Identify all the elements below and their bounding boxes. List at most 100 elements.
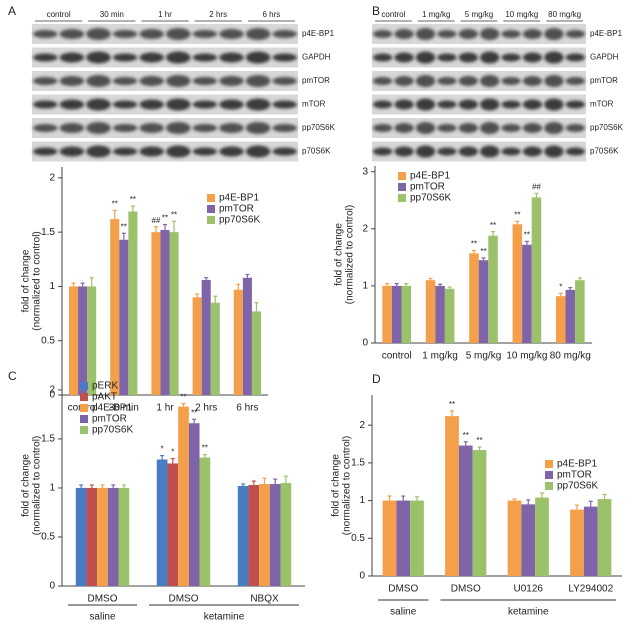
x-tick-label: DMSO (388, 584, 418, 595)
blot-band (437, 53, 457, 62)
bar (458, 445, 473, 576)
blot-band (192, 147, 218, 156)
blot-band (373, 124, 393, 132)
bar (425, 280, 436, 343)
blot-band (112, 124, 138, 132)
blot-band (565, 53, 585, 62)
legend-label: p4E-BP1 (92, 403, 132, 414)
bar (167, 463, 179, 586)
band-label: p4E-BP1 (590, 29, 623, 38)
band-label: p4E-BP1 (302, 29, 335, 38)
bar (555, 296, 566, 343)
blot-band (501, 100, 521, 109)
legend-swatch (545, 460, 553, 468)
blot-band (458, 29, 478, 39)
panel-letter: B (372, 4, 380, 18)
legend-label: p4E-BP1 (557, 459, 597, 470)
y-tick-label: 2 (359, 420, 365, 431)
blot-band (219, 99, 244, 110)
panel-letter: D (372, 372, 381, 386)
band-label: p70S6K (302, 147, 331, 156)
lane-label: 2 hrs (209, 10, 227, 19)
y-tick-label: 0 (359, 571, 365, 582)
legend-swatch (207, 194, 215, 202)
x-tick-label: DMSO (88, 594, 118, 605)
bar (86, 487, 98, 586)
blot-band (139, 76, 164, 86)
blot-band (501, 147, 521, 156)
bar (410, 500, 424, 576)
blot-band (458, 99, 478, 110)
blot-band (59, 52, 85, 63)
bar (469, 253, 479, 343)
lane-label: control (381, 10, 405, 19)
legend-swatch (80, 404, 88, 412)
significance: ** (449, 400, 455, 409)
y-tick-label: 1.5 (351, 458, 365, 469)
blot-band (59, 76, 85, 86)
blot-band (415, 122, 436, 134)
bar (233, 289, 243, 395)
blot-band (544, 75, 564, 87)
blot-band (544, 122, 564, 134)
bar (575, 280, 585, 343)
band-label: GAPDH (590, 53, 619, 62)
bar (97, 487, 108, 586)
blot-band (219, 76, 244, 86)
legend-swatch (545, 482, 553, 490)
blot-band (565, 77, 585, 85)
blot-band (373, 147, 393, 156)
y-tick-label: 0 (49, 390, 55, 401)
blot-band (458, 76, 478, 86)
x-tick-label: 10 mg/kg (506, 351, 547, 362)
y-tick-label: 1 (49, 483, 55, 494)
blot-band (272, 100, 298, 109)
legend-swatch (398, 183, 406, 191)
blot-band (480, 145, 500, 158)
blot-band (245, 51, 271, 64)
blot-band (59, 146, 85, 157)
bar (169, 232, 179, 395)
band-label: GAPDH (302, 53, 331, 62)
bar (445, 416, 459, 576)
significance: ** (112, 200, 118, 209)
x-tick-label: 80 mg/kg (550, 351, 591, 362)
x-tick-label: control (382, 351, 412, 362)
blot-band (166, 98, 191, 111)
band-label: pp70S6K (590, 123, 624, 132)
legend-swatch (398, 172, 406, 180)
y-tick-label: 1 (359, 495, 365, 506)
blot-band (544, 98, 564, 111)
bar (269, 484, 281, 586)
blot-band (192, 124, 218, 132)
bar (535, 497, 549, 576)
blot-band (373, 30, 393, 38)
legend-swatch (207, 205, 215, 213)
blot-band (219, 29, 244, 39)
blot-band (245, 145, 271, 158)
bar (597, 499, 612, 576)
legend-swatch (207, 216, 215, 224)
bar (151, 232, 161, 395)
blot-band (437, 77, 457, 85)
panel-letter: A (8, 4, 16, 18)
group-label: ketamine (204, 612, 245, 623)
blot-band (166, 122, 191, 134)
significance: ** (524, 230, 530, 239)
blot-band (437, 100, 457, 109)
blot-band (415, 28, 436, 40)
bar (570, 509, 584, 576)
blot-band (394, 29, 414, 39)
blot-band (33, 53, 58, 62)
significance: ## (532, 183, 541, 192)
blot-band (166, 51, 191, 64)
bar (401, 285, 412, 343)
bar (160, 229, 170, 395)
bar (396, 500, 411, 576)
blot-band (33, 100, 58, 109)
blot-band (458, 52, 478, 63)
blot-band (86, 98, 111, 111)
band-label: pmTOR (302, 76, 330, 85)
bar (110, 219, 120, 395)
group-label: ketamine (508, 607, 549, 618)
